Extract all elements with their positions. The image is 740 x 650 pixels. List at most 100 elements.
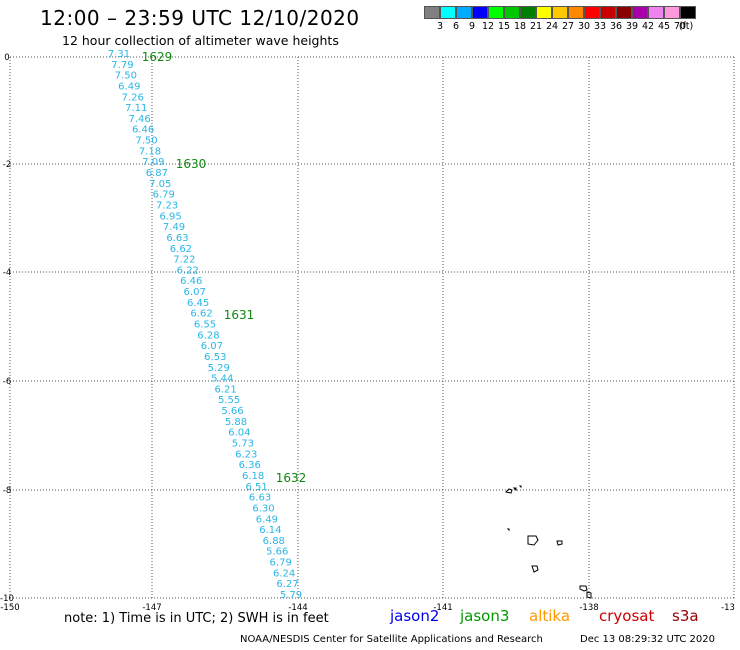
island [531, 565, 539, 573]
scale-swatch [632, 6, 648, 19]
scale-tick-label: 33 [593, 21, 607, 32]
wave-height-label: 6.04 [228, 428, 250, 439]
island [556, 540, 563, 546]
wave-height-label: 6.62 [170, 244, 192, 255]
wave-height-label: 6.46 [132, 125, 154, 136]
satellite-name: s3a [672, 607, 699, 625]
wave-height-label: 5.55 [218, 395, 240, 406]
wave-height-label: 6.27 [276, 579, 298, 590]
scale-swatch [488, 6, 504, 19]
wave-height-label: 6.62 [190, 309, 212, 320]
wave-height-label: 7.50 [135, 136, 157, 147]
lon-label: -147 [142, 603, 161, 613]
scale-swatch [456, 6, 472, 19]
wave-height-label: 7.09 [142, 157, 164, 168]
island-outlines [504, 485, 592, 599]
scale-tick-label: 70 [673, 21, 687, 32]
wave-height-label: 6.88 [263, 536, 285, 547]
wave-height-label: 5.66 [266, 547, 288, 558]
wave-height-label: 6.46 [180, 276, 202, 287]
scale-swatch [536, 6, 552, 19]
scale-tick-label: 24 [545, 21, 559, 32]
lon-label: -150 [0, 603, 19, 613]
scale-tick-label: 15 [497, 21, 511, 32]
wave-height-label: 5.66 [221, 406, 243, 417]
wave-height-label: 6.87 [146, 168, 168, 179]
scale-tick-label: 30 [577, 21, 591, 32]
scale-tick-label: 45 [657, 21, 671, 32]
satellite-track: 7.317.797.506.497.267.117.466.467.507.18… [108, 49, 306, 601]
wave-height-label: 6.36 [239, 460, 261, 471]
wave-height-label: 7.22 [173, 255, 195, 266]
scale-swatch [616, 6, 632, 19]
lat-lon-grid [9, 56, 735, 599]
wave-height-label: 6.14 [259, 525, 281, 536]
time-label: 1630 [176, 157, 207, 171]
island [512, 487, 517, 492]
map-title: 12:00 – 23:59 UTC 12/10/2020 [40, 6, 360, 30]
wave-height-label: 6.22 [177, 265, 199, 276]
lat-label: -6 [3, 377, 11, 387]
scale-unit-label: (ft) [678, 21, 694, 32]
wave-height-label: 7.11 [125, 103, 147, 114]
island [586, 591, 592, 599]
wave-height-label: 7.05 [149, 179, 171, 190]
scale-swatch [552, 6, 568, 19]
lat-label: -8 [3, 486, 11, 496]
wave-height-label: 5.73 [232, 439, 254, 450]
wave-height-label: 6.63 [249, 493, 271, 504]
scale-tick-label: 3 [436, 21, 444, 32]
lon-label: -141 [433, 603, 452, 613]
lon-label: -138 [579, 603, 598, 613]
generation-timestamp: Dec 13 08:29:32 UTC 2020 [580, 634, 715, 645]
wave-height-label: 7.79 [111, 60, 133, 71]
wave-height-label: 7.26 [122, 92, 144, 103]
wave-height-label: 6.51 [245, 482, 267, 493]
wave-height-label: 6.79 [153, 190, 175, 201]
island [579, 585, 588, 592]
scale-tick-label: 6 [452, 21, 460, 32]
scale-swatch [584, 6, 600, 19]
scale-tick-label: 18 [513, 21, 527, 32]
time-label: 1629 [142, 50, 173, 64]
wave-height-label: 6.49 [256, 514, 278, 525]
lat-label: -10 [0, 594, 14, 604]
time-label: 1632 [276, 471, 307, 485]
wave-height-label: 5.44 [211, 374, 233, 385]
wave-height-label: 5.88 [225, 417, 247, 428]
wave-height-label: 7.50 [115, 71, 137, 82]
lon-label: -13 [721, 603, 735, 613]
satellite-name: jason2 [390, 607, 440, 625]
wave-height-label: 7.49 [163, 222, 185, 233]
map-subtitle: 12 hour collection of altimeter wave hei… [62, 33, 339, 48]
time-label: 1631 [224, 308, 255, 322]
scale-tick-label: 21 [529, 21, 543, 32]
lat-label: 0 [4, 53, 9, 63]
scale-tick-label: 12 [481, 21, 495, 32]
wave-height-label: 6.23 [235, 449, 257, 460]
wave-height-label: 7.31 [108, 49, 130, 60]
wave-height-label: 6.49 [118, 81, 140, 92]
wave-height-color-scale [424, 6, 696, 19]
wave-height-label: 5.29 [208, 363, 230, 374]
wave-height-label: 6.07 [201, 341, 223, 352]
axis-labels: 0 -2 -4 -6 -8 -10-150 -147 -144 -141 -138 -13 [0, 53, 735, 613]
footnote: note: 1) Time is in UTC; 2) SWH is in fe… [64, 611, 329, 626]
scale-tick-label: 27 [561, 21, 575, 32]
island [506, 528, 510, 532]
scale-tick-label: 9 [468, 21, 476, 32]
scale-swatch [424, 6, 440, 19]
wave-height-label: 7.23 [156, 200, 178, 211]
scale-swatch [648, 6, 664, 19]
wave-height-label: 6.79 [270, 558, 292, 569]
scale-swatch [568, 6, 584, 19]
scale-swatch [664, 6, 680, 19]
wave-height-label: 6.30 [252, 503, 274, 514]
satellite-name: cryosat [599, 607, 655, 625]
wave-height-label: 5.79 [280, 590, 302, 601]
scale-swatch [440, 6, 456, 19]
island [527, 535, 539, 546]
satellite-name: jason3 [460, 607, 510, 625]
wave-height-label: 6.55 [194, 320, 216, 331]
